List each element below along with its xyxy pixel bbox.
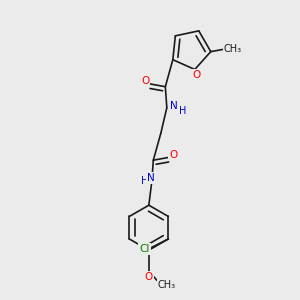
Text: CH₃: CH₃ [158, 280, 176, 290]
Text: O: O [192, 70, 200, 80]
Text: O: O [145, 272, 153, 282]
Text: N: N [170, 101, 178, 111]
Text: O: O [169, 150, 178, 160]
Text: O: O [141, 76, 149, 86]
Text: H: H [179, 106, 186, 116]
Text: N: N [147, 173, 155, 183]
Text: H: H [141, 176, 148, 186]
Text: Cl: Cl [139, 244, 149, 254]
Text: CH₃: CH₃ [224, 44, 242, 54]
